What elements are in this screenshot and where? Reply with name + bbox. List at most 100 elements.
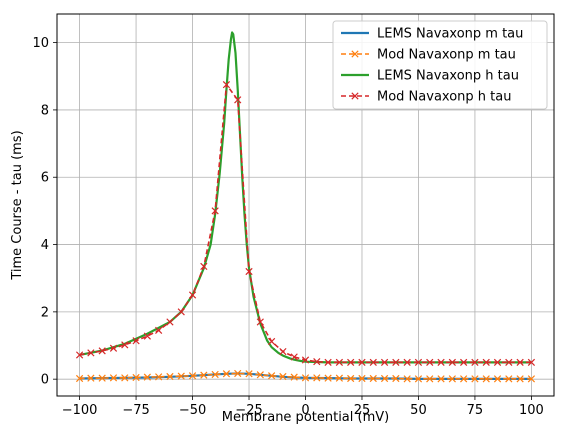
- data-point: [347, 358, 355, 366]
- data-point: [256, 318, 264, 326]
- data-point: [98, 347, 106, 355]
- y-tick-label: 4: [41, 238, 49, 253]
- x-tick-label: −50: [179, 403, 206, 418]
- data-point: [403, 375, 411, 383]
- data-point: [313, 374, 321, 382]
- data-point: [380, 374, 389, 383]
- data-point: [222, 81, 231, 89]
- data-point: [75, 351, 84, 359]
- x-tick-label: 100: [519, 403, 544, 418]
- data-point: [121, 341, 129, 349]
- data-point: [75, 374, 84, 383]
- data-point: [505, 358, 513, 366]
- legend-label: Mod Navaxonp h tau: [377, 90, 511, 105]
- data-point: [188, 372, 197, 380]
- legend-box: [332, 20, 548, 110]
- data-point: [166, 318, 174, 326]
- data-point: [279, 372, 287, 381]
- data-point: [177, 372, 185, 380]
- data-point: [234, 96, 242, 104]
- data-point: [437, 358, 445, 366]
- data-point: [493, 358, 502, 366]
- data-point: [245, 370, 253, 378]
- y-tick-label: 8: [41, 103, 49, 118]
- data-point: [324, 358, 332, 366]
- y-tick-label: 6: [41, 171, 49, 186]
- data-point: [87, 374, 95, 382]
- data-point: [347, 374, 355, 383]
- data-point: [335, 358, 344, 366]
- data-point: [471, 358, 479, 366]
- x-tick-label: 0: [301, 403, 309, 418]
- x-axis-label: Membrane potential (mV): [222, 410, 389, 425]
- data-point: [460, 358, 468, 366]
- data-point: [414, 358, 423, 366]
- series-line-1: [79, 372, 532, 380]
- data-point: [188, 291, 197, 299]
- data-point: [437, 375, 445, 383]
- data-point: [87, 349, 95, 357]
- data-point: [267, 337, 276, 346]
- y-axis-label: Time Course - tau (ms): [10, 130, 25, 280]
- data-point: [335, 374, 344, 382]
- data-point: [301, 356, 310, 364]
- data-point: [109, 344, 118, 352]
- data-point: [121, 374, 129, 382]
- data-point: [279, 347, 287, 356]
- data-point: [380, 358, 389, 366]
- data-point: [109, 374, 118, 382]
- data-point: [200, 262, 208, 271]
- data-point: [516, 375, 524, 383]
- data-point: [448, 358, 456, 366]
- series-layer: [75, 31, 536, 383]
- data-point: [290, 373, 298, 381]
- data-point: [448, 375, 456, 383]
- data-point: [132, 373, 140, 382]
- legend-label: LEMS Navaxonp h tau: [377, 69, 519, 84]
- data-point: [234, 369, 242, 378]
- data-point: [324, 374, 332, 382]
- data-point: [143, 332, 151, 340]
- data-point: [155, 326, 163, 334]
- legend: LEMS Navaxonp m tau Mod Navaxonp m tau LEM…: [332, 20, 548, 110]
- data-point: [177, 308, 185, 316]
- data-point: [527, 375, 536, 383]
- x-tick-label: 25: [354, 403, 371, 418]
- data-point: [426, 358, 434, 366]
- data-point: [516, 358, 524, 366]
- x-tick-label: −75: [122, 403, 149, 418]
- data-point: [211, 207, 219, 215]
- data-point: [132, 337, 140, 345]
- data-point: [471, 375, 479, 383]
- data-point: [482, 358, 490, 366]
- data-point: [166, 372, 174, 381]
- data-point: [527, 358, 536, 366]
- data-point: [98, 374, 106, 382]
- data-point: [414, 375, 423, 383]
- data-point: [313, 358, 321, 366]
- data-point: [211, 370, 219, 379]
- x-tick-label: 50: [410, 403, 427, 418]
- y-tick-label: 10: [32, 36, 49, 51]
- ticks: −100 −75 −50 −25 0 25 50 75 100 0 2 4 6 8 10: [32, 36, 543, 418]
- data-point: [392, 374, 400, 383]
- data-point: [290, 353, 298, 361]
- data-point: [369, 374, 377, 383]
- data-point: [426, 375, 434, 383]
- data-point: [505, 375, 513, 383]
- data-point: [403, 358, 411, 366]
- data-point: [256, 371, 264, 379]
- x-tick-label: 75: [467, 403, 484, 418]
- data-point: [301, 374, 310, 382]
- x-tick-label: −25: [235, 403, 262, 418]
- data-point: [358, 358, 366, 366]
- data-point: [245, 267, 253, 276]
- data-point: [155, 373, 163, 381]
- data-point: [369, 358, 377, 366]
- legend-marker: [351, 92, 359, 100]
- legend-label: LEMS Navaxonp m tau: [377, 27, 523, 42]
- data-point: [143, 373, 151, 381]
- data-point: [392, 358, 400, 366]
- data-point: [222, 370, 231, 378]
